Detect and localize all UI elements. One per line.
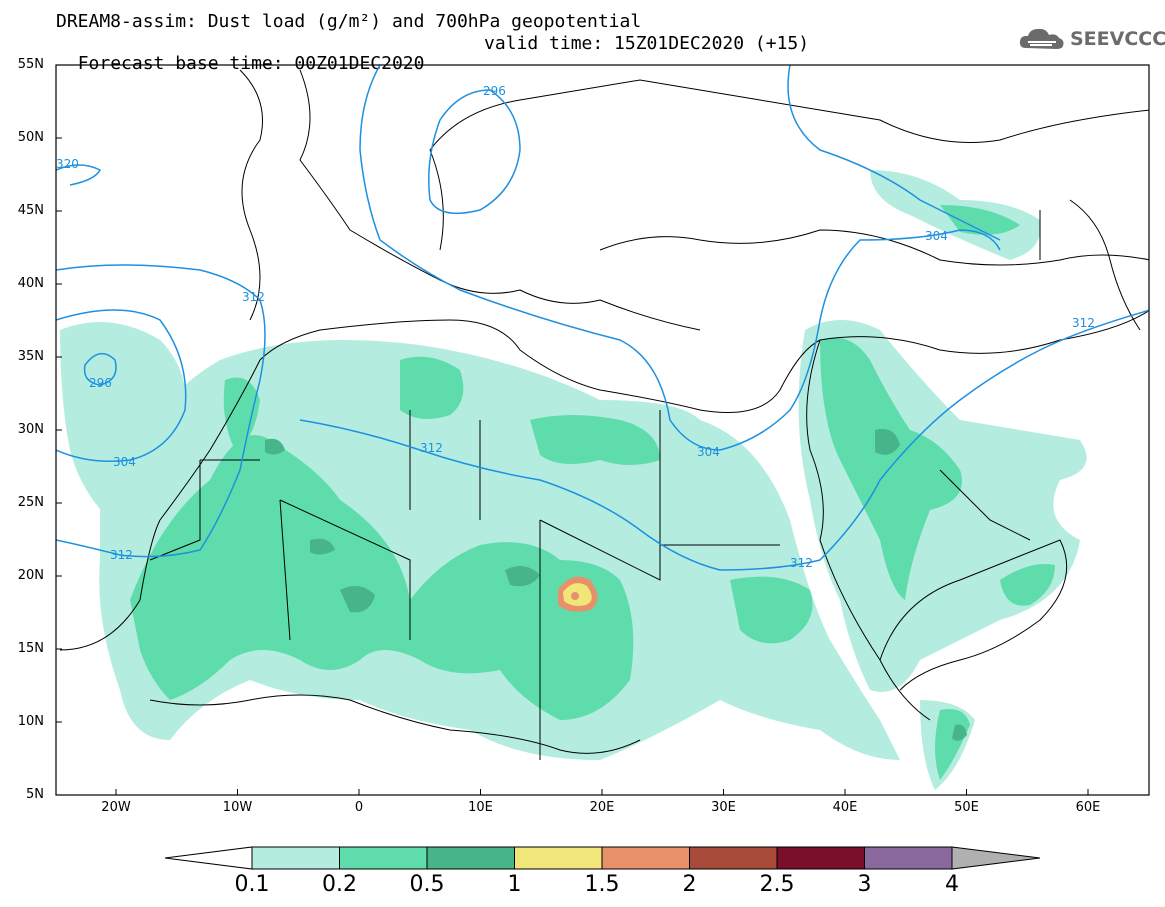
longitude-label: 10W <box>222 800 253 815</box>
colorbar-segment <box>426 846 515 870</box>
contour-labels: 296 320 304 312 296 312 304 312 304 312 … <box>56 84 1095 570</box>
latitude-label: 35N <box>17 349 44 364</box>
colorbar-label: 0.5 <box>409 872 445 897</box>
colorbar-label: 1.5 <box>584 872 620 897</box>
coastlines-borders <box>59 69 1149 760</box>
colorbar-label: 0.2 <box>322 872 357 897</box>
valid-time: valid time: 15Z01DEC2020 (+15) <box>484 33 810 54</box>
colorbar-segment <box>689 846 778 870</box>
colorbar-label: 1 <box>507 872 522 897</box>
forecast-times: Forecast base time: 00Z01DEC2020 valid ti… <box>56 34 809 74</box>
colorbar-label: 3 <box>857 872 872 897</box>
contour-label: 304 <box>697 445 720 459</box>
latitude-label: 40N <box>17 276 44 291</box>
seevccc-logo: SEEVCCC <box>1018 26 1165 52</box>
dust-field <box>60 170 1087 790</box>
longitude-label: 10E <box>468 800 493 815</box>
colorbar <box>164 846 1041 870</box>
longitude-label: 60E <box>1075 800 1101 815</box>
longitude-label: 50E <box>954 800 979 815</box>
longitude-label: 30E <box>711 800 736 815</box>
contour-label: 312 <box>242 290 265 304</box>
latitude-label: 45N <box>17 203 44 218</box>
colorbar-label: 4 <box>945 872 959 897</box>
longitude-label: 20W <box>101 800 131 815</box>
contour-label: 296 <box>483 84 506 98</box>
latitude-label: 10N <box>17 714 44 729</box>
colorbar-segment <box>776 846 865 870</box>
contour-label: 312 <box>110 548 133 562</box>
latitude-label: 20N <box>17 568 44 583</box>
colorbar-segment <box>339 846 428 870</box>
colorbar-segment <box>601 846 690 870</box>
colorbar-low-arrow <box>164 846 253 870</box>
contour-label: 304 <box>925 229 948 243</box>
logo-text: SEEVCCC <box>1070 28 1165 50</box>
colorbar-label: 2 <box>682 872 697 897</box>
cloud-icon <box>1019 28 1064 49</box>
colorbar-segment <box>864 846 953 870</box>
contour-label: 312 <box>790 556 813 570</box>
latitude-label: 5N <box>26 787 44 802</box>
contour-label: 304 <box>113 455 136 469</box>
chart-title: DREAM8-assim: Dust load (g/m²) and 700hP… <box>56 11 642 32</box>
latitude-label: 15N <box>17 641 44 656</box>
contour-label: 312 <box>420 441 443 455</box>
colorbar-label: 2.5 <box>759 872 795 897</box>
contour-label: 320 <box>56 157 79 171</box>
forecast-base-time: Forecast base time: 00Z01DEC2020 <box>77 53 425 74</box>
latitude-label: 50N <box>17 130 44 145</box>
colorbar-label: 0.1 <box>234 872 270 897</box>
latitude-label: 55N <box>17 57 44 72</box>
latitude-label: 25N <box>17 495 44 510</box>
latitude-label: 30N <box>17 422 44 437</box>
geopotential-contours <box>56 65 1149 571</box>
longitude-label: 20E <box>589 800 615 815</box>
colorbar-segment <box>251 846 340 870</box>
colorbar-segment <box>514 846 603 870</box>
contour-label: 312 <box>1072 316 1095 330</box>
colorbar-high-arrow <box>951 846 1041 870</box>
contour-label: 296 <box>89 376 112 390</box>
longitude-label: 40E <box>832 800 858 815</box>
longitude-label: 0 <box>354 800 364 815</box>
